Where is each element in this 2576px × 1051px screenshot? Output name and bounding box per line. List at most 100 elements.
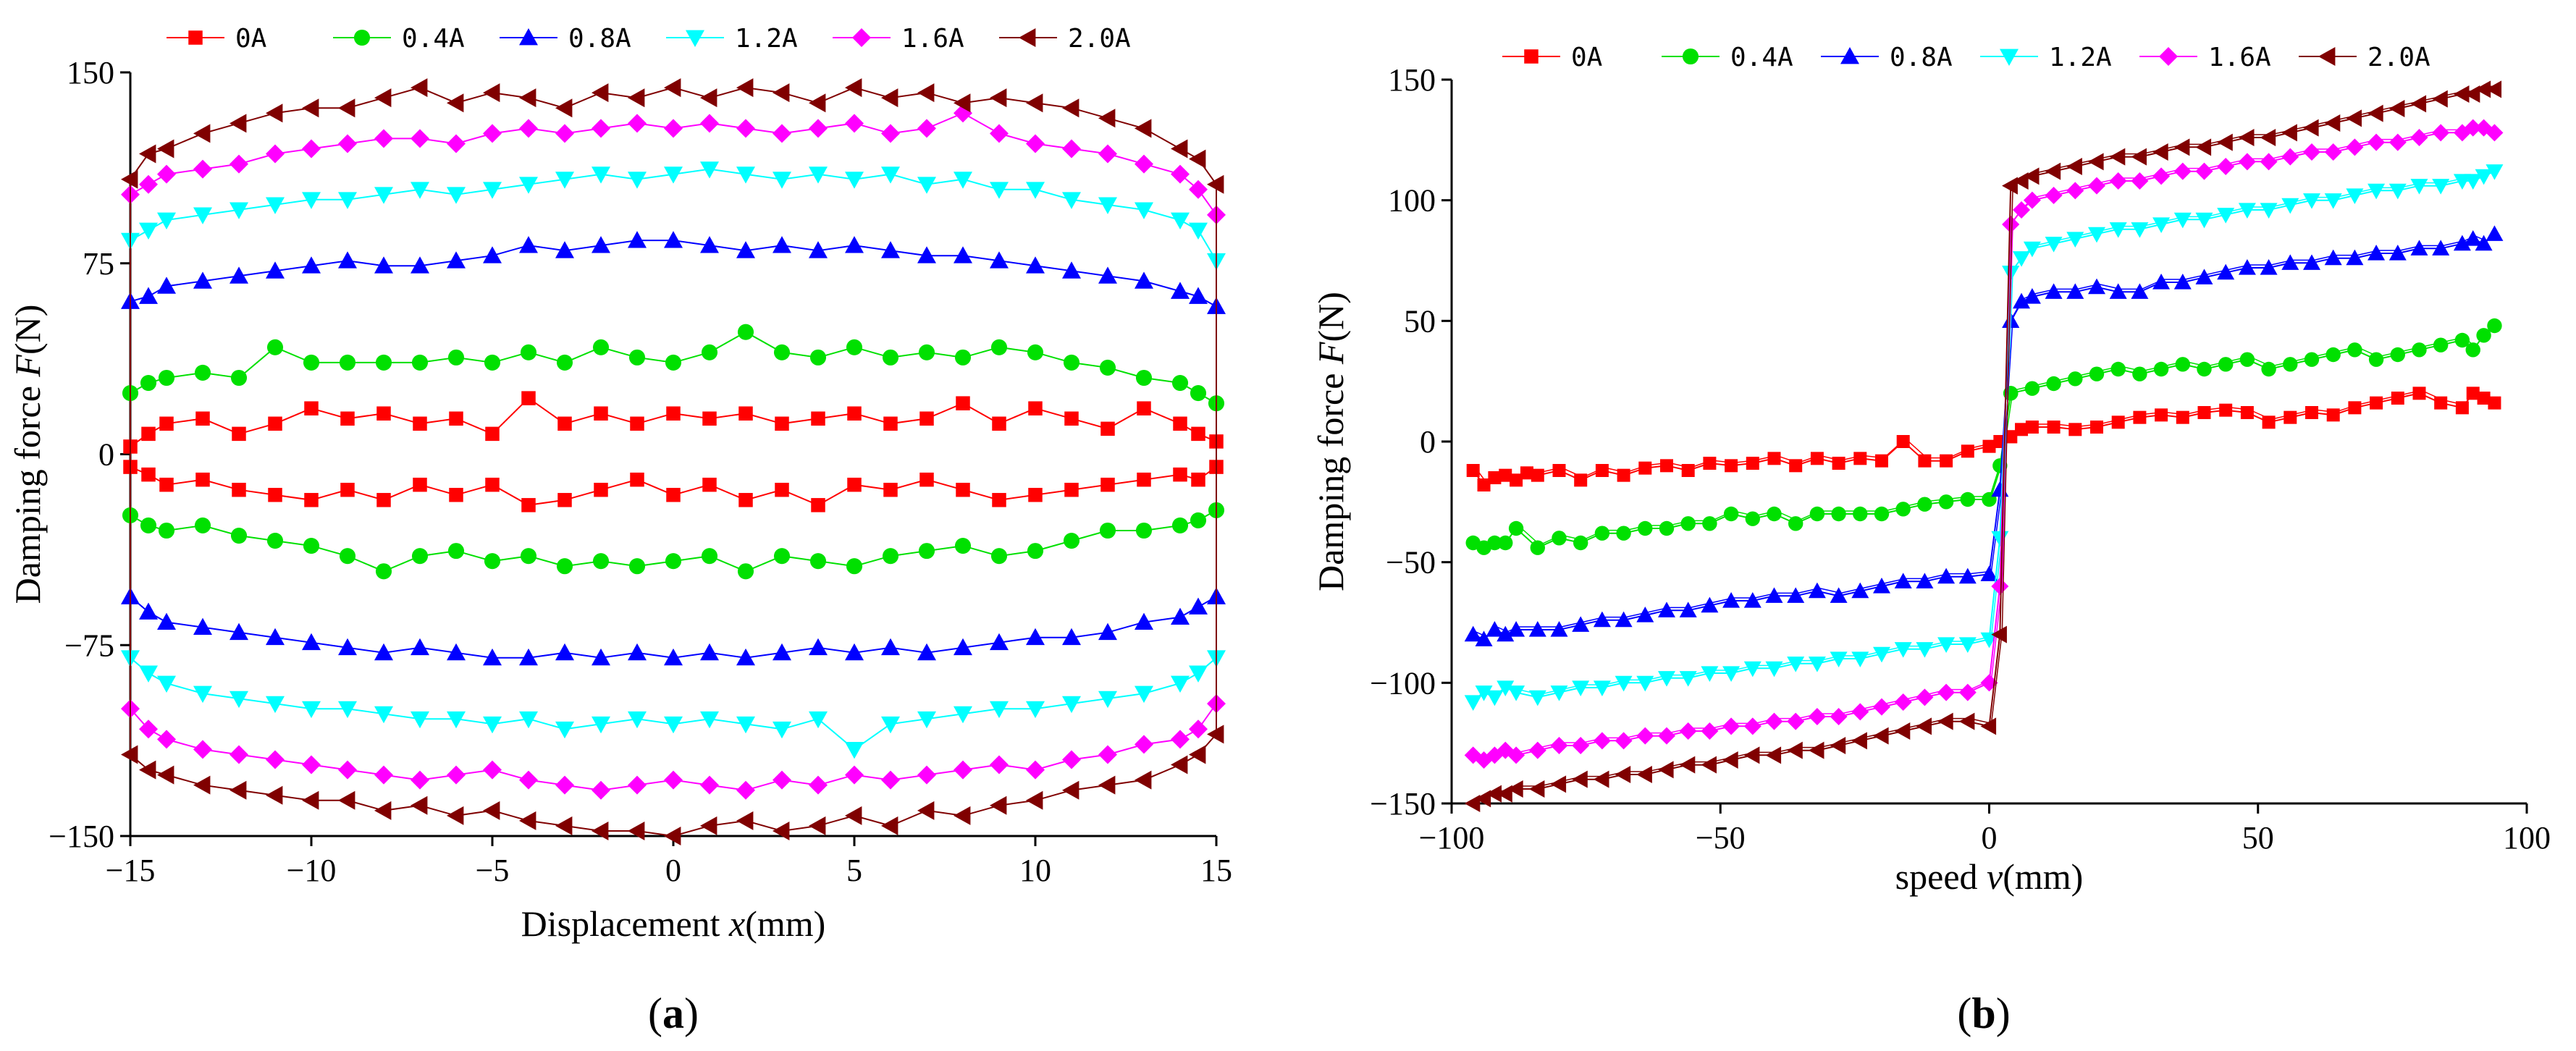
panel-a-series-2-point <box>374 643 393 661</box>
panel-b-series-1-point <box>1702 516 1717 531</box>
panel-a-series-4-point <box>519 119 538 138</box>
panel-b-series-5-point <box>2260 129 2276 146</box>
panel-b-series-4-trace2 <box>1927 688 1949 696</box>
panel-b-series-1-point <box>2325 347 2341 363</box>
panel-a-series-5-point <box>193 775 211 795</box>
panel-a-series-1-point <box>194 364 211 381</box>
panel-b-series-4-point <box>2260 153 2278 171</box>
panel-b-series-0-trace2 <box>2206 406 2228 410</box>
panel-b-series-5-trace2 <box>1486 790 1497 797</box>
panel-b-series-1-point <box>1680 516 1696 531</box>
panel-a-series-2-point <box>954 246 972 263</box>
panel-b-series-2-point <box>1572 616 1590 632</box>
panel-b-series-4-trace2 <box>2098 177 2121 184</box>
panel-b-series-5-trace2 <box>1561 775 1583 782</box>
panel-b-series-0-point <box>2305 406 2318 419</box>
panel-b-series-1-trace2 <box>2378 351 2400 358</box>
panel-b-series-0-trace2 <box>1625 464 1648 473</box>
panel-b-series-5-point <box>2410 95 2427 113</box>
panel-b-series-5-trace2 <box>1475 795 1486 801</box>
panel-b-series-3-trace2 <box>2335 192 2357 198</box>
panel-a-series-5-point <box>193 124 211 143</box>
panel-b-series-0-trace2 <box>1518 469 1530 478</box>
panel-a-series-2-point <box>917 643 936 661</box>
panel-b-series-1-point <box>1552 531 1567 546</box>
panel-b-series-5-trace2 <box>2034 167 2056 174</box>
panel-b-series-0-trace2 <box>2270 413 2293 421</box>
panel-a-series-3-point <box>954 706 972 724</box>
panel-b-series-2-point <box>2131 283 2149 299</box>
panel-a-series-2-point <box>1171 282 1190 299</box>
panel-b-series-1-trace2 <box>2249 355 2271 367</box>
panel-b-series-2-point <box>2173 274 2192 290</box>
panel-a-series-4-point <box>881 124 900 143</box>
panel-a-series-2-point <box>1098 266 1117 284</box>
panel-a-series-4-point <box>628 114 647 133</box>
panel-a-series-0-point <box>666 406 681 421</box>
panel-b-series-1 <box>1465 318 2502 555</box>
panel-a-series-5-point <box>881 816 898 835</box>
panel-a-series-2-point <box>411 638 429 656</box>
panel-a-legend-label: 0A <box>235 24 267 54</box>
panel-b-series-1-trace2 <box>2292 355 2315 363</box>
panel-a-series-1-point <box>701 548 718 565</box>
panel-b-series-0-trace2 <box>2443 399 2465 406</box>
panel-a-series-3-point <box>773 721 791 739</box>
panel-b-xtick-label: −100 <box>1419 820 1485 856</box>
panel-a-series-5-point <box>1189 745 1206 764</box>
panel-b-series-5-point <box>1572 770 1588 788</box>
panel-a-series-1-point <box>447 349 465 366</box>
panel-a-series-5-point <box>555 816 573 835</box>
panel-b-series-2-trace2 <box>2077 283 2100 290</box>
panel-a-series-3-point <box>700 161 719 179</box>
panel-a-series-5-point <box>592 83 609 103</box>
panel-a-series-1-point <box>447 543 465 560</box>
panel-b-series-5-point <box>1528 780 1545 798</box>
panel-a-series-5-point <box>139 144 156 164</box>
panel-a-series-4-point <box>1135 154 1153 174</box>
panel-a-series-3-point <box>628 711 647 729</box>
panel-a-series-2-point <box>990 251 1009 269</box>
panel-a-series-0-point <box>141 467 156 482</box>
panel-b-series-4-trace2 <box>2357 138 2379 145</box>
panel-a-series-1-point <box>809 349 827 366</box>
panel-a-series-4-point <box>374 129 393 148</box>
panel-b-series-0-trace2 <box>2055 423 2078 428</box>
panel-a-series-5-point <box>374 88 392 108</box>
panel-a-series-4-point <box>736 780 755 800</box>
panel-a-series-1-point <box>773 548 791 565</box>
panel-a-series-4-point <box>139 719 158 739</box>
panel-a-series-0-point <box>485 426 500 442</box>
panel-a-series-3-point <box>1026 182 1045 199</box>
panel-a-series-4-point <box>447 765 466 785</box>
panel-a-series-3-point <box>1189 222 1208 240</box>
panel-b-series-2-point <box>2346 249 2364 266</box>
panel-a-series-1-point <box>520 548 537 565</box>
panel-b-series-4-trace2 <box>1798 713 1820 719</box>
panel-b-series-1-point <box>2304 352 2320 367</box>
panel-a-series-2-point <box>1062 628 1081 646</box>
panel-b-series-1-point <box>2132 366 2147 381</box>
panel-a-series-1-point <box>628 558 646 575</box>
panel-b-series-1-trace2 <box>2077 370 2100 377</box>
panel-a-series-0-point <box>1137 472 1151 487</box>
panel-b-series-5-point <box>1937 712 1953 730</box>
panel-a-series-4-point <box>266 144 285 164</box>
panel-b-series-1-point <box>2412 342 2427 358</box>
panel-b-series-1-point <box>1874 506 1890 522</box>
panel-b-series-4-point <box>2109 172 2127 190</box>
panel-b-series-3-trace2 <box>1969 636 1992 642</box>
panel-b-series-0-trace2 <box>1797 455 1820 464</box>
panel-b-series-0-trace2 <box>2012 426 2024 434</box>
panel-a-series-0-point <box>919 411 934 426</box>
panel-b-series-0-point <box>2434 396 2448 410</box>
panel-a-series-0-point <box>1028 401 1043 415</box>
panel-b-series-0-point <box>1703 457 1717 470</box>
panel-a-legend-marker <box>686 30 704 47</box>
panel-a-series-4-point <box>157 164 176 184</box>
panel-a-series-5-point <box>555 98 573 118</box>
panel-b-series-4-trace2 <box>2464 124 2476 131</box>
panel-b-series-0-point <box>2326 408 2340 422</box>
panel-a-series-0-point <box>992 416 1006 431</box>
panel-a-series-4-point <box>773 124 791 143</box>
